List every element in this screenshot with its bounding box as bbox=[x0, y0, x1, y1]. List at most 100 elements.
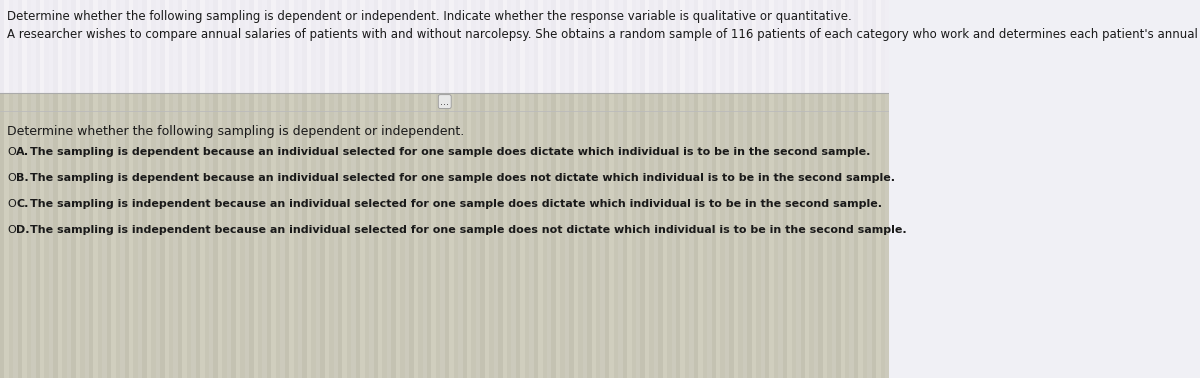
Bar bbox=[284, 0, 289, 93]
Bar bbox=[476, 93, 480, 378]
Bar bbox=[18, 0, 23, 93]
Text: Determine whether the following sampling is dependent or independent. Indicate w: Determine whether the following sampling… bbox=[7, 10, 852, 23]
Bar bbox=[738, 0, 743, 93]
Bar bbox=[164, 0, 169, 93]
Bar bbox=[805, 0, 810, 93]
Bar bbox=[414, 93, 418, 378]
Bar bbox=[44, 0, 49, 93]
Bar bbox=[623, 93, 628, 378]
Bar bbox=[250, 0, 253, 93]
Bar bbox=[422, 93, 427, 378]
Text: A.: A. bbox=[17, 147, 30, 156]
Bar bbox=[578, 93, 583, 378]
Bar bbox=[796, 0, 800, 93]
Bar bbox=[253, 0, 258, 93]
Bar bbox=[734, 93, 738, 378]
Bar bbox=[534, 0, 538, 93]
Bar bbox=[276, 0, 280, 93]
Bar bbox=[404, 93, 409, 378]
Bar bbox=[383, 93, 386, 378]
Bar bbox=[524, 0, 529, 93]
Bar bbox=[76, 93, 80, 378]
Bar bbox=[8, 0, 13, 93]
Bar bbox=[818, 0, 823, 93]
Bar bbox=[0, 93, 889, 378]
Bar bbox=[511, 0, 516, 93]
Bar bbox=[271, 93, 276, 378]
Bar bbox=[178, 0, 182, 93]
Bar bbox=[761, 93, 764, 378]
Bar bbox=[404, 0, 409, 93]
Bar bbox=[748, 0, 751, 93]
Bar bbox=[498, 0, 503, 93]
Bar bbox=[445, 93, 449, 378]
Bar bbox=[352, 0, 355, 93]
Bar bbox=[89, 0, 94, 93]
Bar bbox=[289, 0, 294, 93]
Bar bbox=[787, 93, 792, 378]
Bar bbox=[214, 93, 218, 378]
Text: ...: ... bbox=[440, 97, 449, 107]
Bar bbox=[516, 0, 521, 93]
Bar bbox=[307, 93, 311, 378]
Bar bbox=[36, 93, 40, 378]
Bar bbox=[618, 0, 623, 93]
Bar bbox=[707, 93, 712, 378]
Bar bbox=[644, 0, 649, 93]
Bar bbox=[685, 93, 689, 378]
Bar bbox=[868, 93, 871, 378]
Bar bbox=[823, 93, 827, 378]
Bar bbox=[623, 0, 628, 93]
Bar bbox=[751, 93, 756, 378]
Bar bbox=[644, 93, 649, 378]
Bar bbox=[583, 0, 587, 93]
Bar bbox=[730, 93, 734, 378]
Bar bbox=[378, 93, 383, 378]
Bar bbox=[458, 0, 462, 93]
Bar bbox=[40, 93, 44, 378]
Bar bbox=[222, 0, 227, 93]
Bar bbox=[863, 93, 868, 378]
Bar bbox=[365, 0, 370, 93]
Bar bbox=[200, 93, 204, 378]
Bar bbox=[401, 0, 404, 93]
Bar bbox=[316, 93, 320, 378]
Bar bbox=[712, 0, 716, 93]
Bar bbox=[587, 93, 592, 378]
Bar bbox=[196, 0, 200, 93]
Bar bbox=[334, 0, 338, 93]
Bar bbox=[490, 0, 493, 93]
Bar bbox=[235, 0, 240, 93]
Bar bbox=[112, 93, 115, 378]
Bar bbox=[529, 93, 534, 378]
Bar bbox=[649, 0, 654, 93]
Bar bbox=[769, 93, 774, 378]
Bar bbox=[436, 93, 440, 378]
Bar bbox=[13, 93, 18, 378]
Bar bbox=[858, 0, 863, 93]
Bar bbox=[245, 93, 250, 378]
Bar bbox=[547, 0, 552, 93]
Bar bbox=[386, 93, 391, 378]
Text: O: O bbox=[7, 198, 16, 209]
Text: The sampling is independent because an individual selected for one sample does d: The sampling is independent because an i… bbox=[30, 198, 882, 209]
Bar bbox=[263, 0, 266, 93]
Bar bbox=[128, 0, 133, 93]
Bar bbox=[720, 0, 725, 93]
Bar bbox=[89, 93, 94, 378]
Bar bbox=[235, 93, 240, 378]
Bar bbox=[36, 0, 40, 93]
Text: The sampling is dependent because an individual selected for one sample does dic: The sampling is dependent because an ind… bbox=[30, 147, 870, 156]
Bar bbox=[284, 93, 289, 378]
Bar bbox=[58, 93, 62, 378]
Bar bbox=[160, 93, 164, 378]
Text: O: O bbox=[7, 147, 16, 156]
Bar bbox=[178, 93, 182, 378]
Bar bbox=[409, 0, 414, 93]
Bar bbox=[266, 0, 271, 93]
Bar bbox=[569, 93, 574, 378]
Bar bbox=[449, 0, 454, 93]
Bar bbox=[774, 93, 779, 378]
Bar bbox=[294, 0, 298, 93]
Bar bbox=[125, 0, 128, 93]
